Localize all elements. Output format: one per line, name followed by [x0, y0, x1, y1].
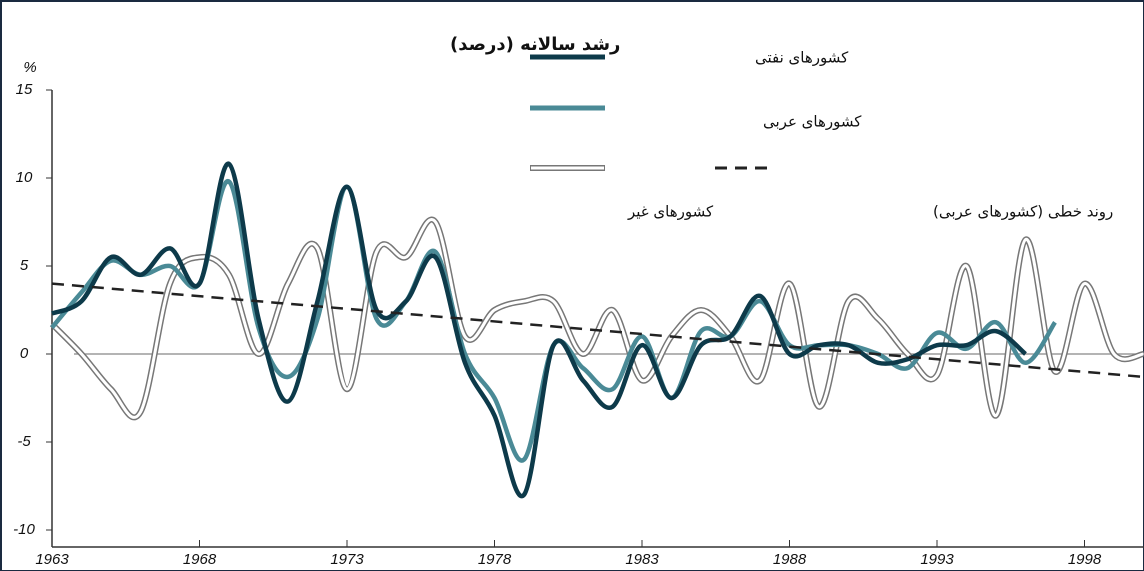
y-unit: % — [23, 59, 36, 76]
x-tick-label: 1983 — [625, 551, 659, 568]
line — [50, 218, 1144, 419]
legend-label: کشورهای عربی — [763, 113, 862, 131]
y-tick-label: 5 — [20, 257, 29, 274]
line — [51, 161, 1027, 499]
x-tick-label: 1968 — [183, 551, 217, 568]
legend-label: کشورهای نفتی — [755, 49, 849, 67]
line — [50, 179, 1057, 463]
y-tick-label: 10 — [16, 169, 33, 186]
y-tick-label: -5 — [17, 433, 31, 450]
x-tick-label: 1988 — [773, 551, 807, 568]
x-tick-label: 1998 — [1068, 551, 1102, 568]
x-tick-label: 1993 — [920, 551, 954, 568]
legend-label: روند خطی (کشورهای عربی) — [933, 203, 1113, 221]
trend-line — [51, 282, 1144, 379]
x-tick-label: 1963 — [35, 551, 69, 568]
x-tick-label: 1973 — [330, 551, 364, 568]
y-tick-label: -10 — [13, 521, 35, 538]
chart-title: رشد سالانه (درصد) — [450, 34, 620, 55]
legend-label: کشورهای غیر — [627, 203, 714, 221]
y-tick-label: 0 — [20, 345, 29, 362]
y-tick-label: 15 — [16, 81, 33, 98]
x-tick-label: 1978 — [478, 551, 512, 568]
